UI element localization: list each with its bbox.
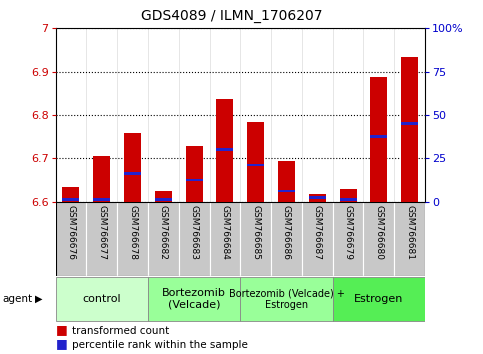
- Text: GSM766685: GSM766685: [251, 205, 260, 261]
- Bar: [401, 57, 418, 202]
- Bar: [240, 277, 333, 321]
- Bar: [247, 121, 264, 202]
- Bar: [370, 136, 387, 138]
- Bar: [401, 122, 418, 125]
- Text: GSM766680: GSM766680: [374, 205, 384, 261]
- Bar: [247, 164, 264, 166]
- Text: GSM766683: GSM766683: [190, 205, 199, 261]
- Bar: [148, 202, 179, 276]
- Bar: [185, 146, 202, 202]
- Bar: [309, 194, 326, 202]
- Bar: [364, 202, 394, 276]
- Text: GSM766678: GSM766678: [128, 205, 137, 261]
- Bar: [394, 202, 425, 276]
- Bar: [210, 202, 240, 276]
- Text: GSM766681: GSM766681: [405, 205, 414, 261]
- Text: GSM766679: GSM766679: [343, 205, 353, 261]
- Bar: [309, 196, 326, 199]
- Bar: [370, 77, 387, 202]
- Text: ■: ■: [56, 337, 67, 350]
- Bar: [278, 161, 295, 202]
- Text: transformed count: transformed count: [72, 326, 170, 336]
- Bar: [155, 198, 172, 201]
- Text: control: control: [83, 294, 121, 304]
- Bar: [216, 98, 233, 202]
- Bar: [185, 179, 202, 181]
- Text: agent: agent: [2, 294, 32, 304]
- Text: ■: ■: [56, 323, 67, 336]
- Bar: [93, 156, 110, 202]
- Bar: [117, 202, 148, 276]
- Bar: [124, 133, 141, 202]
- Text: GSM766684: GSM766684: [220, 205, 229, 261]
- Text: GSM766687: GSM766687: [313, 205, 322, 261]
- Text: Estrogen: Estrogen: [354, 294, 403, 304]
- Bar: [155, 191, 172, 202]
- Bar: [93, 198, 110, 201]
- Text: GSM766677: GSM766677: [97, 205, 106, 261]
- Bar: [340, 189, 356, 202]
- Text: ▶: ▶: [35, 294, 43, 304]
- Bar: [62, 198, 79, 201]
- Text: Bortezomib
(Velcade): Bortezomib (Velcade): [162, 288, 226, 310]
- Bar: [179, 202, 210, 276]
- Text: GSM766682: GSM766682: [159, 205, 168, 261]
- Bar: [278, 190, 295, 192]
- Bar: [333, 277, 425, 321]
- Bar: [271, 202, 302, 276]
- Bar: [340, 198, 356, 201]
- Text: percentile rank within the sample: percentile rank within the sample: [72, 341, 248, 350]
- Bar: [333, 202, 364, 276]
- Bar: [56, 202, 86, 276]
- Bar: [302, 202, 333, 276]
- Bar: [148, 277, 241, 321]
- Text: GDS4089 / ILMN_1706207: GDS4089 / ILMN_1706207: [141, 9, 323, 23]
- Bar: [56, 277, 148, 321]
- Bar: [62, 187, 79, 202]
- Text: Bortezomib (Velcade) +
Estrogen: Bortezomib (Velcade) + Estrogen: [228, 288, 344, 310]
- Bar: [86, 202, 117, 276]
- Text: GSM766676: GSM766676: [67, 205, 75, 261]
- Text: GSM766686: GSM766686: [282, 205, 291, 261]
- Bar: [124, 172, 141, 175]
- Bar: [240, 202, 271, 276]
- Bar: [216, 148, 233, 151]
